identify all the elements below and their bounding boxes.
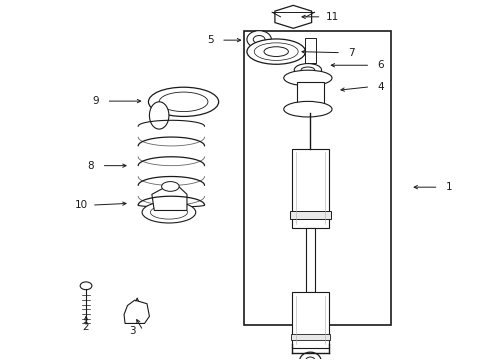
Bar xyxy=(291,149,328,228)
Ellipse shape xyxy=(253,36,264,43)
Ellipse shape xyxy=(283,70,331,86)
Text: 9: 9 xyxy=(92,96,99,106)
Bar xyxy=(291,292,328,348)
Polygon shape xyxy=(274,5,311,28)
Bar xyxy=(305,39,315,63)
Ellipse shape xyxy=(246,39,305,64)
Ellipse shape xyxy=(299,352,321,360)
Ellipse shape xyxy=(142,202,195,223)
Text: 8: 8 xyxy=(87,161,94,171)
Text: 11: 11 xyxy=(325,12,338,22)
Text: 7: 7 xyxy=(348,48,354,58)
Ellipse shape xyxy=(305,357,315,360)
Bar xyxy=(290,334,329,341)
Text: 2: 2 xyxy=(82,322,89,332)
Polygon shape xyxy=(124,300,149,323)
Polygon shape xyxy=(152,186,186,211)
Text: 1: 1 xyxy=(445,182,452,192)
Text: 5: 5 xyxy=(206,35,213,45)
Text: 4: 4 xyxy=(377,82,384,92)
Ellipse shape xyxy=(80,282,92,290)
Ellipse shape xyxy=(283,102,331,117)
Ellipse shape xyxy=(264,47,288,57)
Ellipse shape xyxy=(294,64,321,76)
Ellipse shape xyxy=(149,102,168,129)
Bar xyxy=(244,31,390,325)
Ellipse shape xyxy=(148,87,218,116)
Text: 6: 6 xyxy=(377,60,384,70)
Text: 3: 3 xyxy=(129,325,135,336)
Ellipse shape xyxy=(246,31,271,48)
Bar xyxy=(305,228,314,292)
Bar xyxy=(296,82,323,105)
Text: 10: 10 xyxy=(75,200,87,210)
Bar xyxy=(289,211,330,219)
Ellipse shape xyxy=(301,67,314,73)
Ellipse shape xyxy=(161,181,179,191)
